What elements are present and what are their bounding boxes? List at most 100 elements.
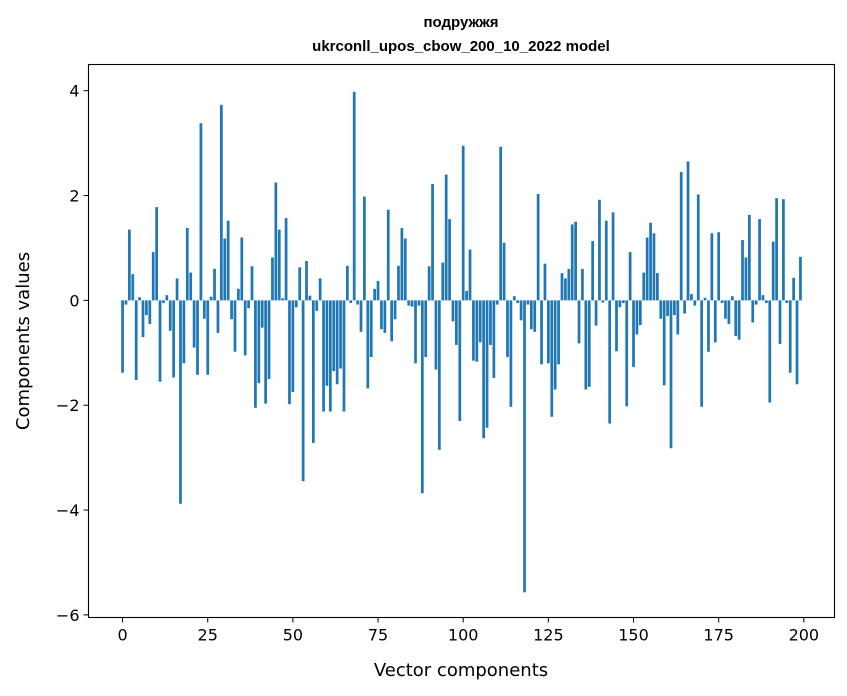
bar xyxy=(451,300,455,322)
bar xyxy=(587,300,591,387)
bar xyxy=(335,300,339,385)
bar xyxy=(761,295,765,301)
bar xyxy=(543,263,547,301)
bar xyxy=(363,196,366,301)
bar xyxy=(782,199,785,301)
bar xyxy=(768,300,772,403)
bar xyxy=(482,300,486,439)
plot-frame xyxy=(87,63,836,619)
bar xyxy=(686,161,690,301)
bar xyxy=(499,146,503,301)
bar xyxy=(206,300,210,375)
bar xyxy=(754,300,758,305)
bar xyxy=(696,194,700,301)
bar xyxy=(121,300,124,373)
bar xyxy=(489,300,492,345)
bar xyxy=(179,300,182,504)
bar xyxy=(785,300,789,303)
bar xyxy=(560,273,564,301)
y-tick-label: −6 xyxy=(56,606,80,625)
bar xyxy=(281,298,285,301)
bar xyxy=(346,265,349,301)
bar xyxy=(199,123,203,301)
bar xyxy=(162,300,165,303)
bar xyxy=(465,290,468,301)
bar xyxy=(257,300,261,384)
bar xyxy=(271,257,274,301)
bar xyxy=(737,300,741,340)
bar xyxy=(373,288,376,301)
bar xyxy=(397,265,400,301)
bar xyxy=(608,300,612,424)
bar xyxy=(744,257,748,301)
bar xyxy=(455,300,458,345)
bar xyxy=(615,300,618,352)
bar xyxy=(145,300,148,316)
x-tick-label: 175 xyxy=(703,626,734,645)
bar xyxy=(656,273,659,301)
chart-title: подружжя xyxy=(423,14,498,31)
bar xyxy=(202,300,206,319)
bar xyxy=(243,300,247,356)
bar xyxy=(148,300,152,324)
bar xyxy=(461,145,465,301)
bar xyxy=(301,300,305,482)
bar xyxy=(380,300,383,330)
bar xyxy=(247,300,250,309)
bar xyxy=(730,296,734,301)
bar xyxy=(485,300,489,428)
bar xyxy=(237,288,240,301)
bar xyxy=(645,237,649,301)
bar xyxy=(264,300,267,404)
x-tick-label: 75 xyxy=(368,626,388,645)
bar xyxy=(185,228,189,301)
bar xyxy=(475,300,479,362)
bar xyxy=(352,91,356,301)
bar xyxy=(131,274,135,301)
bar xyxy=(216,300,220,333)
bar xyxy=(741,240,744,301)
y-tick-label: 0 xyxy=(69,291,79,310)
bar xyxy=(250,266,254,301)
bar xyxy=(625,300,629,407)
bar xyxy=(383,300,387,333)
bar xyxy=(628,252,632,301)
bar xyxy=(601,300,605,303)
x-tick-label: 200 xyxy=(789,626,820,645)
bar xyxy=(230,300,233,320)
bar xyxy=(642,272,646,301)
bar xyxy=(305,261,308,301)
bar xyxy=(713,300,717,343)
bar xyxy=(407,300,411,306)
bar xyxy=(734,300,738,337)
bar xyxy=(747,214,751,301)
chart-subtitle: ukrconll_upos_cbow_200_10_2022 model xyxy=(312,38,610,55)
bar xyxy=(700,300,704,407)
x-tick-label: 25 xyxy=(198,626,218,645)
bar xyxy=(182,300,186,364)
bar xyxy=(233,300,237,352)
bar xyxy=(458,300,462,421)
bar xyxy=(659,300,663,319)
bar xyxy=(386,209,390,301)
bar xyxy=(775,198,778,301)
bar xyxy=(502,242,506,301)
bar xyxy=(359,300,363,332)
bar xyxy=(638,300,642,326)
bar xyxy=(444,174,448,301)
y-tick-label: 4 xyxy=(69,82,79,101)
bar xyxy=(557,300,560,365)
x-axis-label: Vector components xyxy=(374,660,548,681)
bar xyxy=(274,182,278,301)
bar xyxy=(308,295,312,301)
bar xyxy=(339,300,342,369)
bar xyxy=(219,104,223,301)
bar xyxy=(679,171,683,301)
bar xyxy=(591,241,595,301)
bar xyxy=(795,300,799,385)
bar xyxy=(550,300,554,417)
bar xyxy=(594,300,598,326)
bar xyxy=(288,300,291,405)
y-axis-label: Components values xyxy=(13,252,34,430)
